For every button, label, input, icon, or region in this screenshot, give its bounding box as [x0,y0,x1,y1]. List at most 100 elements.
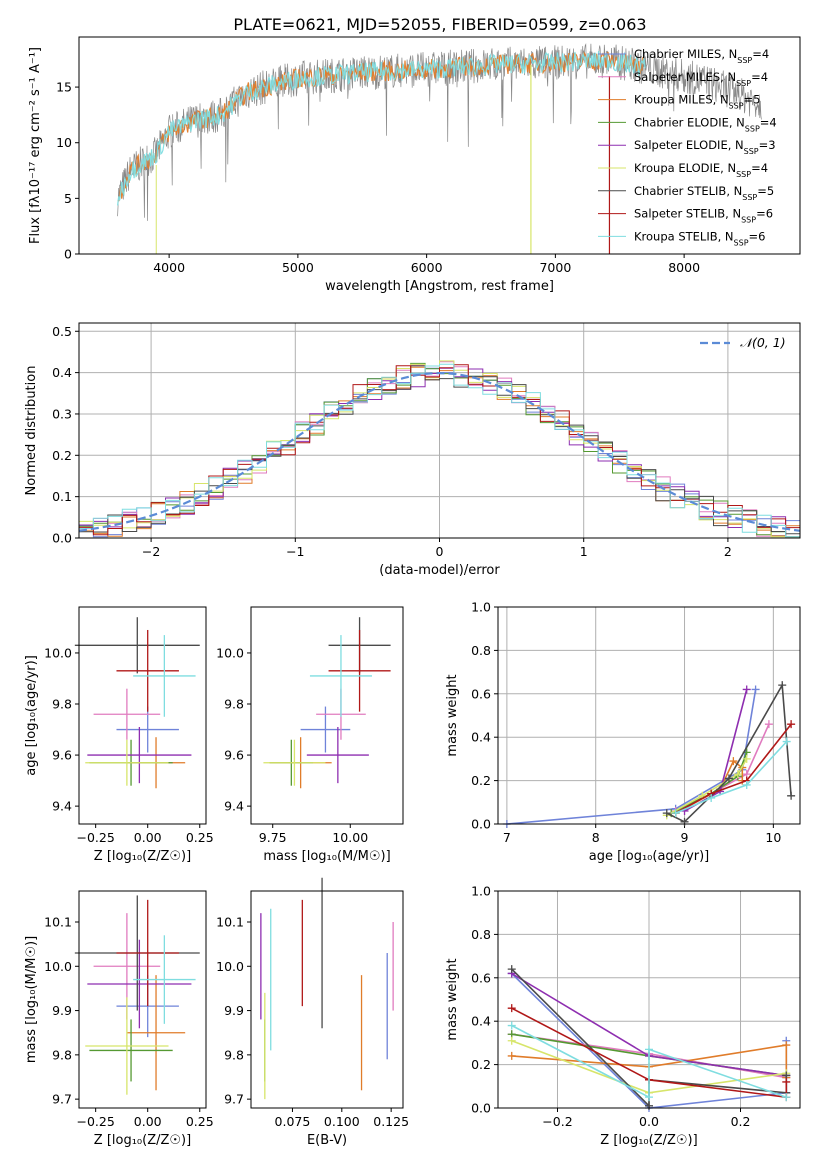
x-tick-label: 2 [724,544,732,559]
weight-marker [764,720,773,729]
weight-marker [742,780,751,789]
y-tick-label: 10.1 [44,915,72,930]
x-tick-label: 8000 [668,260,700,275]
axes-frame [497,606,801,825]
y-tick-label: 1.0 [471,884,491,899]
y-tick-label: 9.6 [224,748,244,763]
y-tick-label: 1.0 [471,600,491,615]
weight-marker [662,809,671,818]
legend: Chabrier MILES, NSSP=4 Salpeter MILES, NS… [598,47,777,247]
legend-entry: Kroupa STELIB, NSSP=6 [634,229,765,247]
axes-mass_vs_ebv: 0.075 0.100 0.125 9.7 9.8 9.9 10.0 10.1 E(B-V) [216,877,409,1148]
y-tick-label: 0.3 [52,406,72,421]
x-tick-label: −0.25 [76,830,114,845]
weight-marker [724,774,733,783]
x-axis-label: age [log₁₀(age/yr)] [589,849,710,864]
x-tick-label: 10.00 [332,830,368,845]
residual-histogram [79,363,800,538]
weight-marker [751,685,760,694]
weight-marker [507,1004,516,1013]
weight-marker [782,1093,791,1102]
x-tick-label: 0.2 [731,1114,751,1129]
y-tick-label: 0.0 [52,531,72,546]
y-tick-label: 0.8 [471,643,491,658]
legend-entry: Kroupa MILES, NSSP=5 [634,93,760,111]
axes-frame [250,890,404,1109]
y-tick-label: 0.0 [471,817,491,832]
axes-age_vs_mass: 9.75 10.00 9.4 9.6 9.8 10.0 mass [log₁₀(M/M☉)] [216,606,404,864]
x-tick-label: 8 [592,830,600,845]
x-tick-label: 0.075 [275,1114,311,1129]
y-axis-label: mass weight [445,958,460,1040]
x-axis-label: Z [log₁₀(Z/Z☉)] [600,1133,697,1148]
model-fit-line [117,50,646,206]
y-tick-label: 10.0 [44,645,72,660]
y-tick-label: 0.2 [471,1057,491,1072]
x-tick-label: −0.25 [76,1114,114,1129]
y-axis-label: age [log₁₀(age/yr)] [24,655,39,776]
weight-marker [645,1093,653,1102]
weight-marker [645,1045,653,1054]
axes-frame [250,606,404,825]
y-tick-label: 0.4 [471,730,491,745]
weight-marker [787,720,796,729]
x-tick-label: 0.25 [186,830,214,845]
x-tick-label: −0.2 [542,1114,572,1129]
legend-entry: Chabrier ELODIE, NSSP=4 [634,115,777,132]
x-axis-label: Z [log₁₀(Z/Z☉)] [94,849,191,864]
legend-entry: Salpeter STELIB, NSSP=6 [634,207,773,225]
x-tick-label: 4000 [153,260,185,275]
residual-histogram [79,365,800,535]
y-tick-label: 0.2 [52,448,72,463]
y-tick-label: 9.8 [224,697,244,712]
y-tick-label: 9.7 [224,1092,244,1107]
legend-entry: Salpeter MILES, NSSP=4 [634,70,768,88]
x-tick-label: 9.75 [259,830,287,845]
gaussian-curve [78,371,801,532]
weight-marker [782,737,791,746]
y-tick-label: 0.0 [471,1101,491,1116]
x-axis-label: mass [log₁₀(M/M☉)] [263,849,390,864]
weight-marker [787,791,796,800]
x-tick-label: −2 [142,544,160,559]
axes-weight_vs_age: 7 8 9 10 0.0 0.2 0.4 0.6 0.8 1.0 age [log₁₀(age/yr… [445,600,801,864]
y-tick-label: 0.4 [52,365,72,380]
weight-marker [507,1051,516,1060]
weight-series-line [675,740,788,814]
legend: 𝒩(0, 1) [700,335,786,350]
y-tick-label: 9.9 [224,1003,244,1018]
y-tick-label: 0.4 [471,1014,491,1029]
weight-marker [729,757,738,766]
x-tick-label: 0.00 [134,830,162,845]
y-tick-label: 9.4 [52,799,72,814]
y-tick-label: 5 [64,191,72,206]
x-tick-label: 0.100 [324,1114,360,1129]
y-tick-label: 0.1 [52,489,72,504]
legend-entry: Chabrier MILES, NSSP=4 [634,47,769,65]
axes-mass_vs_Z: −0.25 0.00 0.25 9.7 9.8 9.9 10.0 10.1 Z [log₁₀(Z… [24,890,214,1148]
y-tick-label: 9.8 [52,1047,72,1062]
axes-frame [78,36,801,255]
y-tick-label: 15 [56,80,72,95]
weight-series-line [675,723,792,814]
y-tick-label: 0.8 [471,927,491,942]
legend-entry: Kroupa ELODIE, NSSP=4 [634,161,768,179]
x-tick-label: 10 [765,830,781,845]
x-tick-label: 0.125 [373,1114,409,1129]
weight-marker [507,1036,516,1045]
y-tick-label: 10.0 [216,645,244,660]
x-tick-label: 0 [436,544,444,559]
y-axis-label: Normed distribution [24,366,39,496]
weight-marker [507,965,516,974]
y-tick-label: 9.8 [224,1047,244,1062]
weight-marker [671,809,680,818]
x-tick-label: 0.0 [639,1114,659,1129]
axes-frame [78,890,207,1109]
y-tick-label: 10.0 [216,959,244,974]
legend-entry: Chabrier STELIB, NSSP=5 [634,184,774,202]
x-tick-label: 6000 [411,260,443,275]
weight-series-line [506,689,757,825]
x-axis-label: Z [log₁₀(Z/Z☉)] [94,1133,191,1148]
